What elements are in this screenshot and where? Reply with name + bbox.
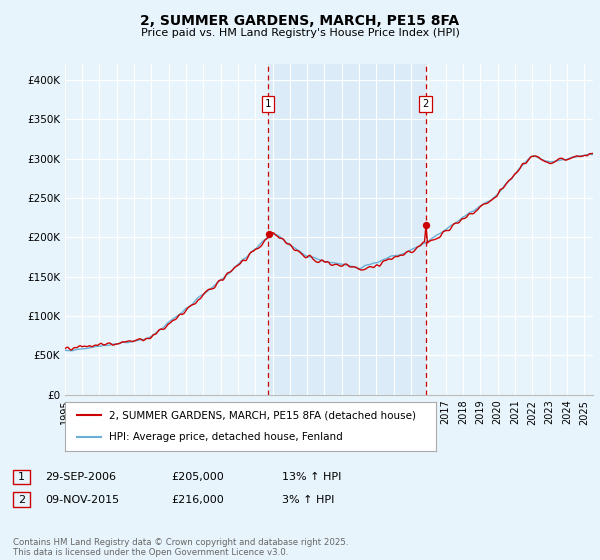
Text: 1: 1 xyxy=(18,472,25,482)
Text: 3% ↑ HPI: 3% ↑ HPI xyxy=(282,494,334,505)
Text: 13% ↑ HPI: 13% ↑ HPI xyxy=(282,472,341,482)
Text: £205,000: £205,000 xyxy=(171,472,224,482)
Text: 1: 1 xyxy=(265,99,271,109)
Text: 29-SEP-2006: 29-SEP-2006 xyxy=(45,472,116,482)
Bar xyxy=(268,64,426,395)
Text: 2, SUMMER GARDENS, MARCH, PE15 8FA: 2, SUMMER GARDENS, MARCH, PE15 8FA xyxy=(140,14,460,28)
Text: Contains HM Land Registry data © Crown copyright and database right 2025.
This d: Contains HM Land Registry data © Crown c… xyxy=(13,538,349,557)
Text: 2: 2 xyxy=(422,99,429,109)
Text: HPI: Average price, detached house, Fenland: HPI: Average price, detached house, Fenl… xyxy=(109,432,343,442)
Text: 2, SUMMER GARDENS, MARCH, PE15 8FA (detached house): 2, SUMMER GARDENS, MARCH, PE15 8FA (deta… xyxy=(109,410,416,421)
Text: Price paid vs. HM Land Registry's House Price Index (HPI): Price paid vs. HM Land Registry's House … xyxy=(140,28,460,38)
Text: 2: 2 xyxy=(18,494,25,505)
Text: £216,000: £216,000 xyxy=(171,494,224,505)
Text: 09-NOV-2015: 09-NOV-2015 xyxy=(45,494,119,505)
Point xyxy=(265,229,274,238)
Point xyxy=(421,221,431,230)
